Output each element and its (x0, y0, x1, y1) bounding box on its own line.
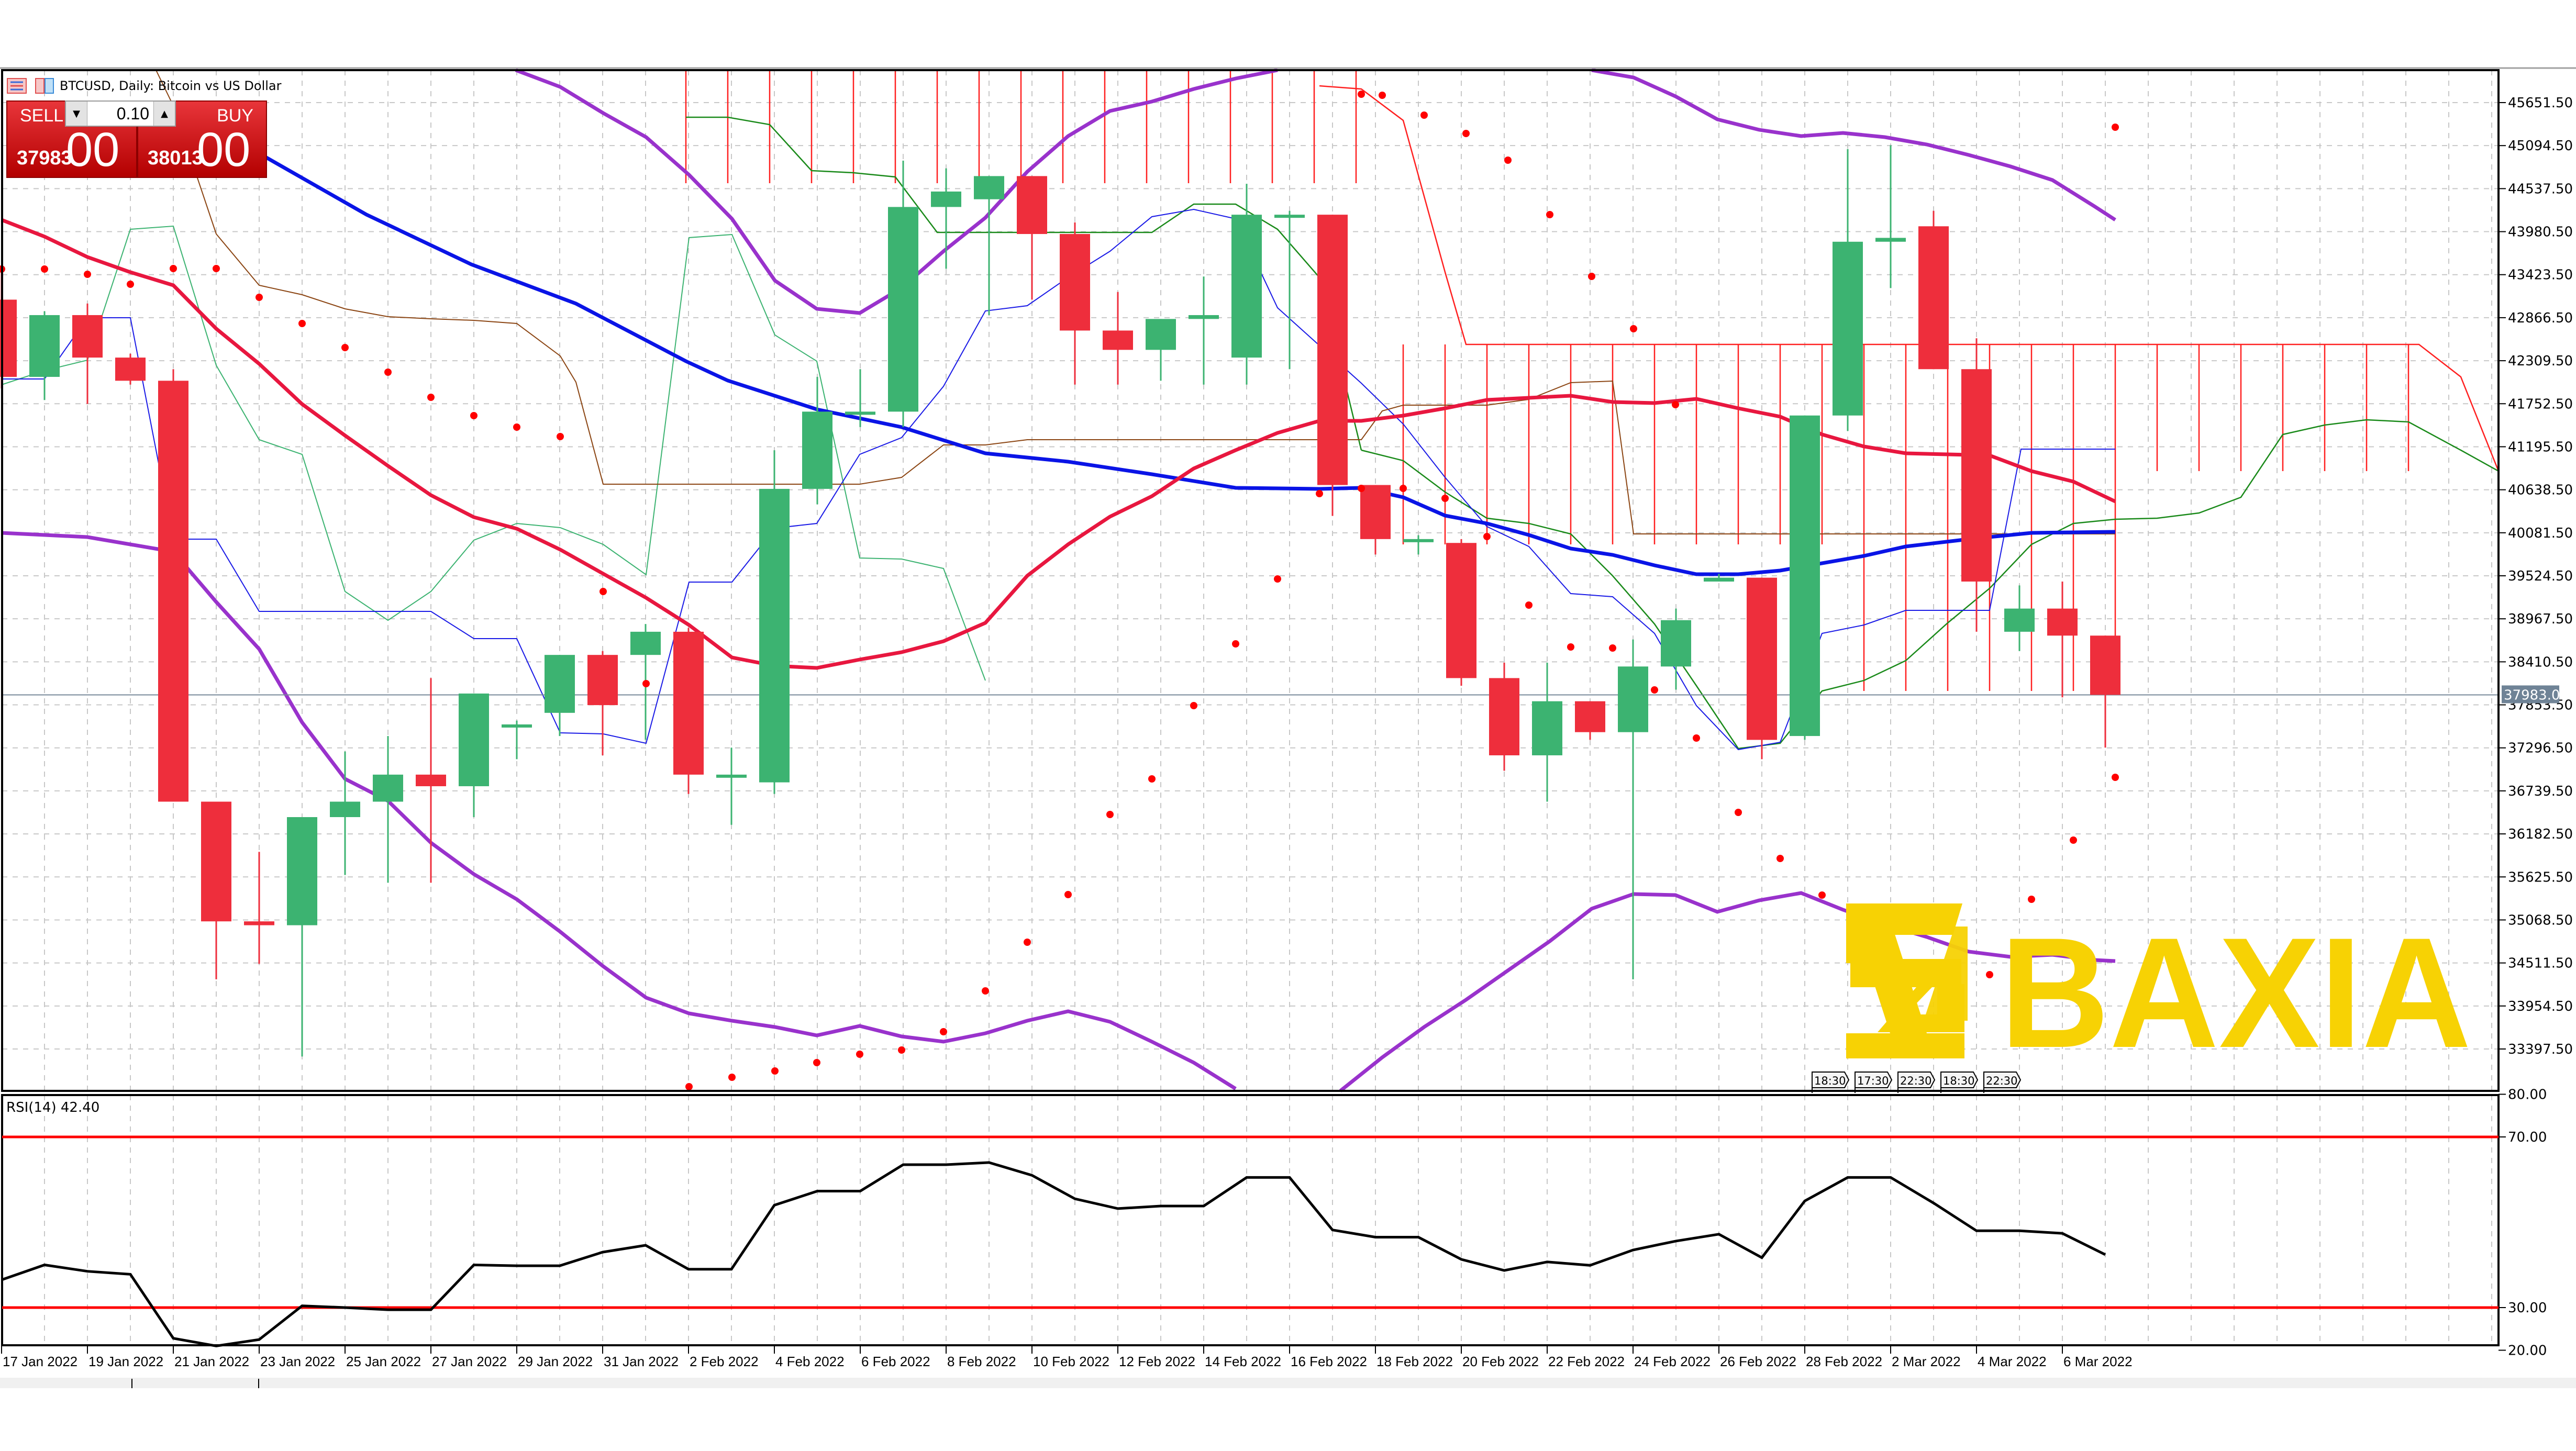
event-flags[interactable]: 18:30 17:30 22:30 18:30 22:30 (1812, 1071, 2022, 1093)
lot-decrease-button[interactable]: ▼ (66, 102, 87, 126)
event-flag-label: 17:30 (1857, 1075, 1889, 1087)
parabolic-sar-dots (0, 91, 2119, 1090)
rsi-tick-label: 30.00 (2508, 1300, 2547, 1316)
date-tick-label: 19 Jan 2022 (88, 1354, 163, 1369)
price-tick-label: 36182.50 (2508, 827, 2573, 842)
sell-price-main: 37983 (17, 147, 72, 169)
candlesticks (0, 145, 2120, 1057)
date-tick-label: 24 Feb 2022 (1634, 1354, 1711, 1369)
event-flag[interactable]: 22:30 (1897, 1071, 1936, 1093)
date-tick-label: 10 Feb 2022 (1033, 1354, 1109, 1369)
triangle-down-icon: ▼ (73, 108, 80, 119)
rsi-label: RSI(14) 42.40 (6, 1100, 99, 1115)
date-tick-label: 14 Feb 2022 (1205, 1354, 1281, 1369)
event-flag-label: 18:30 (1943, 1075, 1975, 1087)
event-flag-label: 22:30 (1986, 1075, 2018, 1087)
date-tick-label: 27 Jan 2022 (432, 1354, 507, 1369)
price-tick-label: 43980.50 (2508, 225, 2573, 240)
price-tick-label: 37296.50 (2508, 741, 2573, 756)
rsi-axis[interactable]: 80.00 70.00 30.00 20.00 RSI(14) 42.40 (2, 1087, 2547, 1359)
event-flag[interactable]: 18:30 (1812, 1071, 1850, 1093)
price-tick-label: 35068.50 (2508, 912, 2573, 928)
date-tick-label: 31 Jan 2022 (604, 1354, 679, 1369)
date-tick-label: 22 Feb 2022 (1548, 1354, 1625, 1369)
price-tick-label: 34511.50 (2508, 956, 2573, 972)
date-tick-label: 25 Jan 2022 (346, 1354, 421, 1369)
date-tick-label: 12 Feb 2022 (1119, 1354, 1195, 1369)
current-price-label: 37983.00 (2504, 687, 2569, 703)
buy-price-main: 38013 (148, 147, 203, 169)
rsi-tick-label: 80.00 (2508, 1087, 2547, 1103)
chart-properties-icon[interactable] (35, 78, 54, 94)
price-axis[interactable]: 45651.50 45094.50 44537.50 43980.50 43423.50… (2499, 95, 2573, 1057)
date-tick-label: 29 Jan 2022 (518, 1354, 593, 1369)
date-tick-label: 20 Feb 2022 (1462, 1354, 1539, 1369)
triangle-up-icon: ▲ (161, 108, 168, 119)
date-tick-label: 17 Jan 2022 (3, 1354, 77, 1369)
event-flag-label: 22:30 (1900, 1075, 1932, 1087)
price-tick-label: 38967.50 (2508, 611, 2573, 627)
date-tick-label: 28 Feb 2022 (1806, 1354, 1882, 1369)
price-tick-label: 40081.50 (2508, 526, 2573, 541)
date-tick-label: 4 Mar 2022 (1978, 1354, 2047, 1369)
price-tick-label: 45651.50 (2508, 95, 2573, 111)
time-axis[interactable]: 17 Jan 2022 19 Jan 2022 21 Jan 2022 23 Jan … (1, 1345, 2133, 1369)
event-flag-label: 18:30 (1814, 1075, 1846, 1087)
event-flag[interactable]: 22:30 (1983, 1071, 2022, 1093)
sell-label: SELL (20, 106, 64, 126)
price-tick-label: 43423.50 (2508, 267, 2573, 283)
panel-frames (0, 67, 2576, 1388)
price-tick-label: 42866.50 (2508, 310, 2573, 326)
one-click-trading-icon[interactable] (7, 78, 27, 94)
date-tick-label: 23 Jan 2022 (260, 1354, 335, 1369)
lot-size-stepper: ▼ ▲ (65, 101, 176, 127)
price-tick-label: 40638.50 (2508, 483, 2573, 498)
watermark-text: BAXIA (2000, 905, 2471, 1080)
price-tick-label: 36739.50 (2508, 784, 2573, 799)
buy-label: BUY (217, 106, 253, 126)
date-tick-label: 21 Jan 2022 (174, 1354, 249, 1369)
buy-price-pips: 00 (197, 123, 251, 176)
rsi-tick-label: 20.00 (2508, 1343, 2547, 1359)
price-tick-label: 45094.50 (2508, 138, 2573, 154)
baxia-watermark: BAXIA (1846, 903, 2471, 1080)
date-tick-label: 2 Mar 2022 (1892, 1354, 1961, 1369)
ichimoku-cloud (685, 70, 2500, 750)
event-flag[interactable]: 18:30 (1940, 1071, 1979, 1093)
price-tick-label: 33954.50 (2508, 999, 2573, 1014)
price-tick-label: 41195.50 (2508, 439, 2573, 455)
event-flag[interactable]: 17:30 (1855, 1071, 1893, 1093)
date-tick-label: 6 Feb 2022 (861, 1354, 930, 1369)
date-tick-label: 8 Feb 2022 (947, 1354, 1016, 1369)
price-tick-label: 42309.50 (2508, 353, 2573, 369)
price-tick-label: 33397.50 (2508, 1042, 2573, 1057)
date-tick-label: 18 Feb 2022 (1376, 1354, 1453, 1369)
lot-increase-button[interactable]: ▲ (153, 102, 175, 126)
date-tick-label: 2 Feb 2022 (690, 1354, 759, 1369)
date-tick-label: 4 Feb 2022 (775, 1354, 845, 1369)
price-tick-label: 39524.50 (2508, 568, 2573, 584)
symbol-title: BTCUSD, Daily: Bitcoin vs US Dollar (60, 79, 282, 93)
current-price-marker (2502, 685, 2559, 704)
date-tick-label: 6 Mar 2022 (2063, 1354, 2133, 1369)
date-tick-label: 16 Feb 2022 (1291, 1354, 1367, 1369)
sell-price-pips: 00 (66, 123, 120, 176)
rsi-line (1, 1161, 2106, 1347)
lot-size-input[interactable] (87, 102, 153, 126)
price-tick-label: 38410.50 (2508, 654, 2573, 670)
date-tick-label: 26 Feb 2022 (1720, 1354, 1796, 1369)
one-click-trading-panel: SELL 37983 00 BUY 38013 00 ▼ ▲ (6, 101, 267, 179)
price-tick-label: 44537.50 (2508, 181, 2573, 197)
price-tick-label: 35625.50 (2508, 869, 2573, 885)
rsi-tick-label: 70.00 (2508, 1130, 2547, 1145)
chart-title-bar: BTCUSD, Daily: Bitcoin vs US Dollar (7, 78, 282, 94)
price-tick-label: 41752.50 (2508, 396, 2573, 412)
